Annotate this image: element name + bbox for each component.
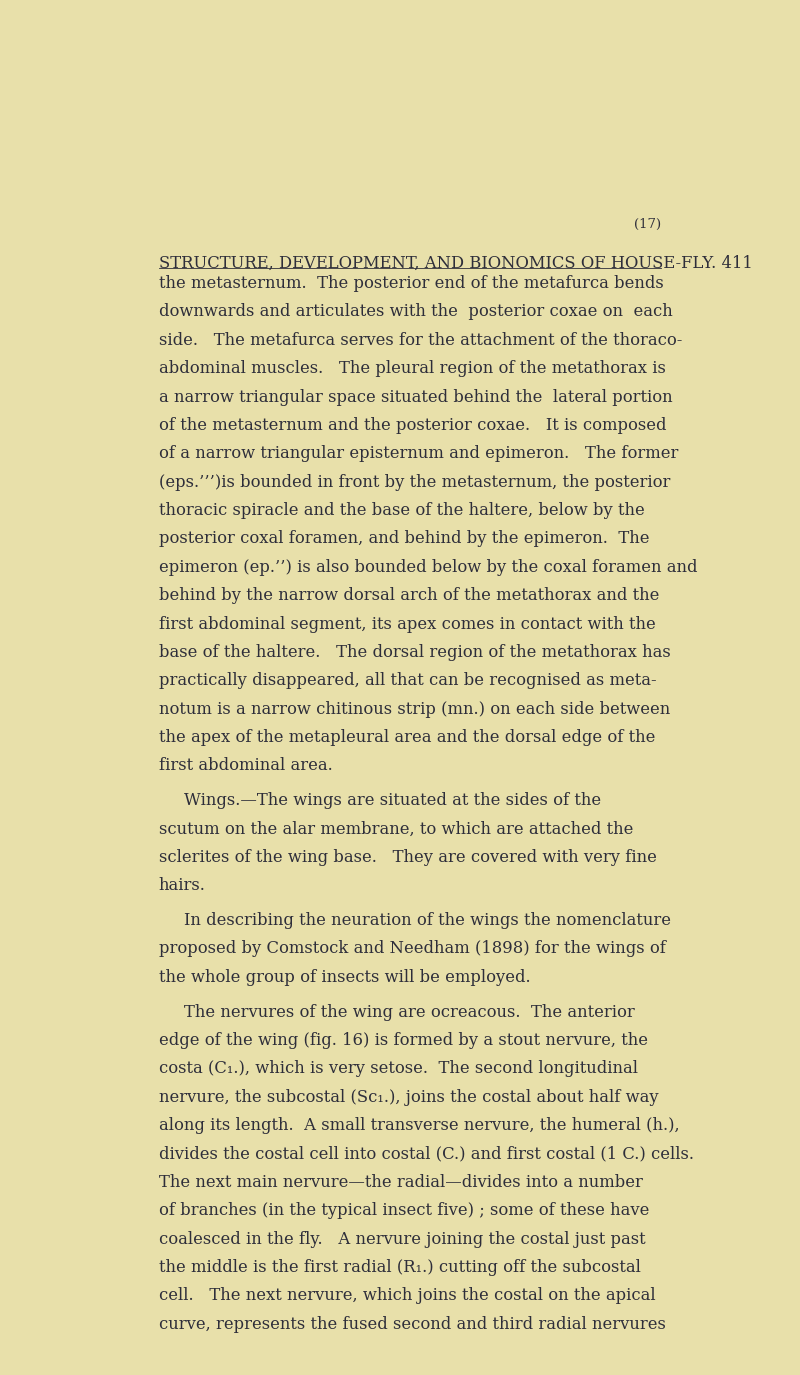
Text: the metasternum.  The posterior end of the metafurca bends: the metasternum. The posterior end of th… xyxy=(159,275,664,292)
Text: downwards and articulates with the  posterior coxae on  each: downwards and articulates with the poste… xyxy=(159,304,673,320)
Text: base of the haltere.   The dorsal region of the metathorax has: base of the haltere. The dorsal region o… xyxy=(159,644,670,661)
Text: The nervures of the wing are ocreacous.  The anterior: The nervures of the wing are ocreacous. … xyxy=(184,1004,634,1020)
Text: thoracic spiracle and the base of the haltere, below by the: thoracic spiracle and the base of the ha… xyxy=(159,502,645,520)
Text: epimeron (ep.’’) is also bounded below by the coxal foramen and: epimeron (ep.’’) is also bounded below b… xyxy=(159,558,698,576)
Text: cell.   The next nervure, which joins the costal on the apical: cell. The next nervure, which joins the … xyxy=(159,1287,655,1305)
Text: nervure, the subcostal (Sc₁.), joins the costal about half way: nervure, the subcostal (Sc₁.), joins the… xyxy=(159,1089,658,1106)
Text: side.   The metafurca serves for the attachment of the thoraco-: side. The metafurca serves for the attac… xyxy=(159,331,682,349)
Text: a narrow triangular space situated behind the  lateral portion: a narrow triangular space situated behin… xyxy=(159,389,673,406)
Text: (eps.’’’)is bounded in front by the metasternum, the posterior: (eps.’’’)is bounded in front by the meta… xyxy=(159,474,670,491)
Text: costa (C₁.), which is very setose.  The second longitudinal: costa (C₁.), which is very setose. The s… xyxy=(159,1060,638,1077)
Text: Wings.—The wings are situated at the sides of the: Wings.—The wings are situated at the sid… xyxy=(184,792,601,810)
Text: the middle is the first radial (R₁.) cutting off the subcostal: the middle is the first radial (R₁.) cut… xyxy=(159,1260,641,1276)
Text: sclerites of the wing base.   They are covered with very fine: sclerites of the wing base. They are cov… xyxy=(159,848,657,866)
Text: divides the costal cell into costal (C.) and first costal (1 C.) cells.: divides the costal cell into costal (C.)… xyxy=(159,1145,694,1162)
Text: first abdominal segment, its apex comes in contact with the: first abdominal segment, its apex comes … xyxy=(159,616,656,632)
Text: of the metasternum and the posterior coxae.   It is composed: of the metasternum and the posterior cox… xyxy=(159,417,666,434)
Text: the apex of the metapleural area and the dorsal edge of the: the apex of the metapleural area and the… xyxy=(159,729,655,747)
Text: proposed by Comstock and Needham (1898) for the wings of: proposed by Comstock and Needham (1898) … xyxy=(159,941,666,957)
Text: of branches (in the typical insect five) ; some of these have: of branches (in the typical insect five)… xyxy=(159,1202,650,1220)
Text: hairs.: hairs. xyxy=(159,877,206,894)
Text: along its length.  A small transverse nervure, the humeral (h.),: along its length. A small transverse ner… xyxy=(159,1116,679,1134)
Text: notum is a narrow chitinous strip (mn.) on each side between: notum is a narrow chitinous strip (mn.) … xyxy=(159,701,670,718)
Text: (17): (17) xyxy=(634,217,661,231)
Text: coalesced in the fly.   A nervure joining the costal just past: coalesced in the fly. A nervure joining … xyxy=(159,1231,646,1247)
Text: posterior coxal foramen, and behind by the epimeron.  The: posterior coxal foramen, and behind by t… xyxy=(159,531,650,547)
Text: scutum on the alar membrane, to which are attached the: scutum on the alar membrane, to which ar… xyxy=(159,821,634,837)
Text: behind by the narrow dorsal arch of the metathorax and the: behind by the narrow dorsal arch of the … xyxy=(159,587,659,604)
Text: curve, represents the fused second and third radial nervures: curve, represents the fused second and t… xyxy=(159,1316,666,1332)
Text: practically disappeared, all that can be recognised as meta-: practically disappeared, all that can be… xyxy=(159,672,657,689)
Text: of a narrow triangular episternum and epimeron.   The former: of a narrow triangular episternum and ep… xyxy=(159,446,678,462)
Text: edge of the wing (fig. 16) is formed by a stout nervure, the: edge of the wing (fig. 16) is formed by … xyxy=(159,1031,648,1049)
Text: first abdominal area.: first abdominal area. xyxy=(159,758,333,774)
Text: abdominal muscles.   The pleural region of the metathorax is: abdominal muscles. The pleural region of… xyxy=(159,360,666,377)
Text: In describing the neuration of the wings the nomenclature: In describing the neuration of the wings… xyxy=(184,912,670,930)
Text: The next main nervure—the radial—divides into a number: The next main nervure—the radial—divides… xyxy=(159,1174,642,1191)
Text: STRUCTURE, DEVELOPMENT, AND BIONOMICS OF HOUSE-FLY. 411: STRUCTURE, DEVELOPMENT, AND BIONOMICS OF… xyxy=(159,254,753,272)
Text: the whole group of insects will be employed.: the whole group of insects will be emplo… xyxy=(159,969,530,986)
